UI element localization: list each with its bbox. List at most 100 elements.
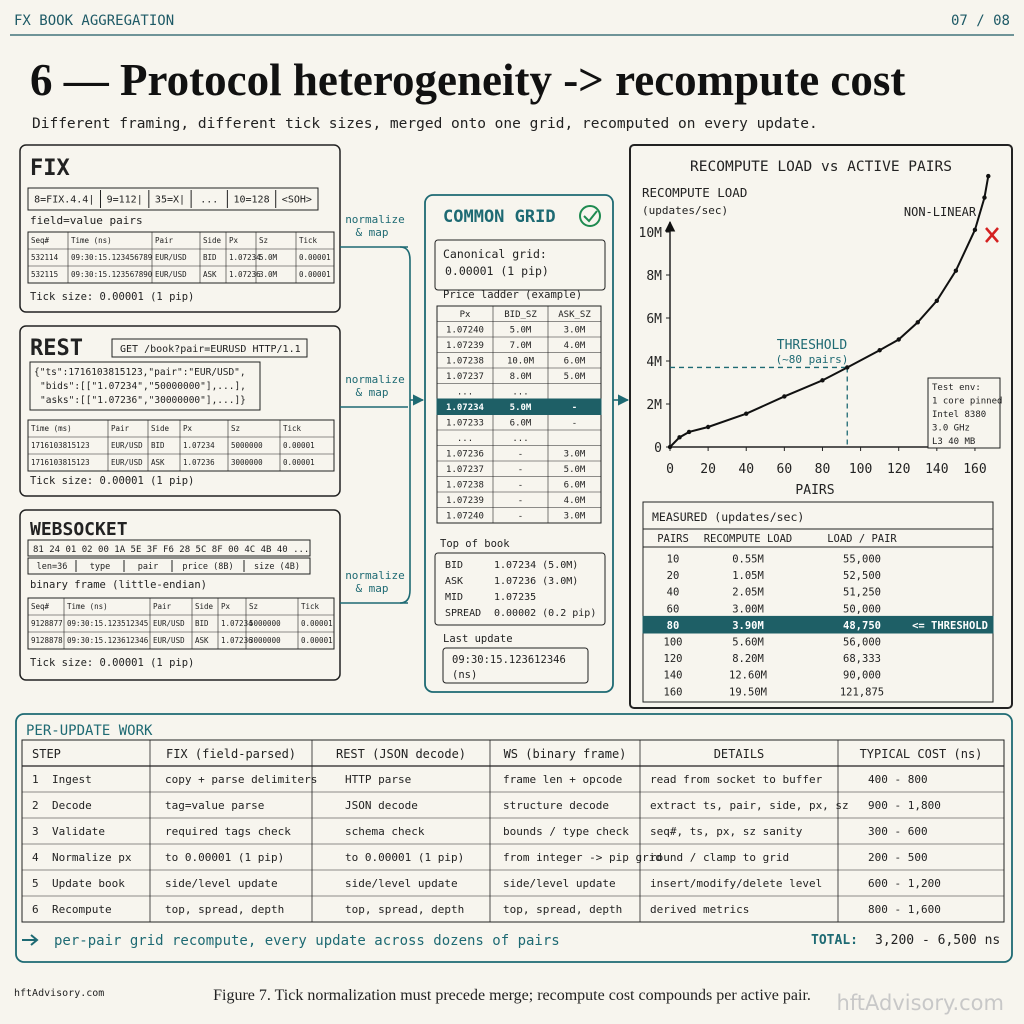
measured-title: MEASURED (updates/sec) (652, 510, 804, 524)
table-cell: EUR/USD (153, 636, 185, 645)
measured-cell: 160 (664, 686, 683, 698)
work-cell: round / clamp to grid (650, 851, 789, 864)
arrow-label: normalize (345, 373, 405, 386)
work-cell: 4 (32, 851, 39, 864)
table-cell: Sz (231, 424, 240, 433)
measured-cell: 10 (667, 554, 680, 566)
table-cell: 1.07237 (446, 465, 484, 475)
measured-cell: 120 (664, 653, 683, 665)
json-line: "bids":[["1.07234","50000000"],...], (40, 381, 246, 392)
point (953, 268, 959, 273)
table-cell: 1.07238 (446, 480, 484, 490)
last-box (442, 647, 589, 684)
work-cell: 300 - 600 (868, 825, 928, 838)
top-key: SPREAD (445, 608, 481, 619)
field: pair (138, 562, 158, 572)
table-cell: 10.0M (507, 356, 535, 366)
table-cell: ASK (203, 270, 217, 279)
point (686, 429, 692, 435)
point (986, 173, 991, 179)
x-tick-label: 0 (666, 462, 674, 477)
field: 9=112| (107, 195, 143, 206)
table-cell: 5.0M (564, 372, 586, 382)
top-value: 1.07234 (5.0M) (494, 560, 578, 571)
point (782, 394, 787, 399)
table-cell: 0.00001 (301, 619, 333, 628)
canonical: Canonical grid: (443, 247, 547, 261)
table-cell: 8.0M (510, 372, 532, 382)
check-icon (579, 205, 601, 227)
work-cell: Normalize px (52, 851, 132, 864)
table-cell: Time (ms) (31, 424, 72, 433)
table-cell: 1.07238 (446, 356, 484, 366)
panel-title: FIX (30, 156, 70, 181)
table-cell: 09:30:15.123612346 (67, 636, 149, 645)
measured-cell: 100 (664, 637, 683, 649)
work-cell: side/level update (503, 877, 616, 890)
measured-cell: 3.90M (732, 620, 764, 632)
table-cell: ... (512, 387, 528, 397)
table-cell: 1716103815123 (31, 458, 90, 467)
y-tick-label: 6M (646, 312, 662, 327)
work-header: TYPICAL COST (ns) (860, 747, 983, 761)
table-cell: 1.07236 (229, 270, 261, 279)
point (934, 298, 940, 303)
measured-box (642, 501, 994, 703)
measured-cell: 121,875 (840, 686, 884, 698)
json-line: "asks":[["1.07236","30000000"],...]} (40, 395, 246, 406)
measured-cell: 20 (667, 570, 680, 582)
table-cell: Px (229, 236, 239, 245)
field: 35=X| (155, 195, 185, 206)
table-cell: Tick (301, 602, 320, 611)
measured-cell: 40 (667, 587, 680, 599)
x-tick-label: 20 (700, 462, 716, 477)
point (877, 348, 882, 353)
measured-cell: 48,750 (843, 620, 881, 632)
test-env: 1 core pinned (932, 397, 1002, 407)
work-cell: top, spread, depth (503, 903, 622, 916)
table-cell: 3000000 (249, 636, 281, 645)
table-cell: 0.00001 (283, 458, 315, 467)
work-header: FIX (field-parsed) (166, 747, 296, 761)
work-cell: Ingest (52, 773, 92, 786)
x-tick-label: 40 (738, 462, 754, 477)
chart-panel (629, 144, 1013, 709)
work-header: STEP (32, 747, 61, 761)
table-cell: 5.0M (564, 465, 586, 475)
table-cell: EUR/USD (155, 270, 187, 279)
x-tick-label: 140 (925, 462, 948, 477)
work-cell: Validate (52, 825, 105, 838)
work-cell: Recompute (52, 903, 112, 916)
x-tick-label: 120 (887, 462, 910, 477)
section-label: FX BOOK AGGREGATION (14, 13, 174, 29)
work-cell: 600 - 1,200 (868, 877, 941, 890)
footer-arrow (22, 934, 39, 946)
table-cell: Pair (111, 424, 130, 433)
table-cell: - (518, 511, 523, 521)
table-cell: 3.0M (564, 449, 586, 459)
table-cell: 532114 (31, 253, 59, 262)
check-mark (583, 210, 598, 223)
table-cell: BID_SZ (504, 310, 537, 320)
point (896, 337, 901, 342)
table-cell: Px (460, 310, 471, 320)
table-cell: 1.07233 (446, 418, 484, 428)
table-cell: 1.07236 (221, 636, 253, 645)
annotation: NON-LINEAR (904, 205, 977, 219)
merge-brace (399, 246, 411, 604)
table-cell: EUR/USD (153, 619, 185, 628)
table-cell: 6.0M (564, 480, 586, 490)
field: price (8B) (182, 562, 233, 572)
work-cell: seq#, ts, px, sz sanity (650, 825, 803, 838)
top-key: MID (445, 592, 463, 603)
table-cell: BID (195, 619, 209, 628)
point (845, 365, 850, 370)
table-header: - (572, 403, 577, 413)
work-cell: HTTP parse (345, 773, 411, 786)
threshold-note: (~80 pairs) (776, 353, 849, 366)
measured-cell: 8.20M (732, 653, 764, 665)
last-value: (ns) (452, 669, 477, 681)
rest-panel (19, 325, 341, 497)
panel-title: WEBSOCKET (30, 519, 128, 540)
